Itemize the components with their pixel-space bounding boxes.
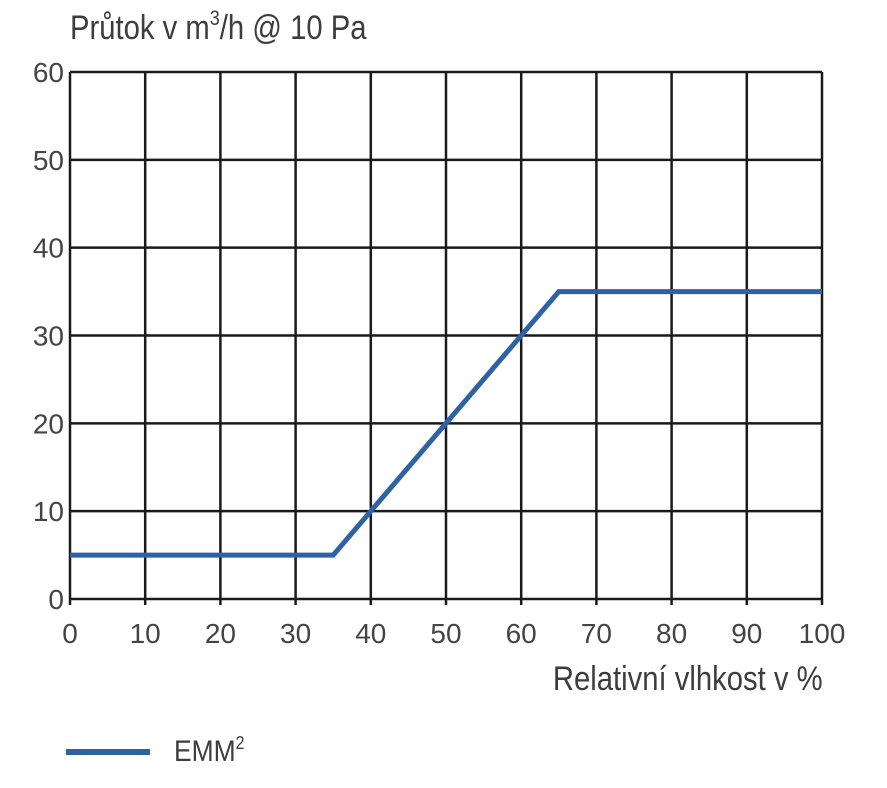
y-tick-label-50: 50 [33,145,64,176]
x-tick-label-60: 60 [506,618,537,649]
x-tick-label-40: 40 [355,618,386,649]
x-tick-label-30: 30 [280,618,311,649]
x-tick-label-10: 10 [130,618,161,649]
x-axis-label: Relativní vlhkost v % [553,660,823,698]
series-line-0 [70,289,822,558]
x-tick-label-50: 50 [430,618,461,649]
x-tick-label-0: 0 [62,618,78,649]
series-lines [70,289,822,558]
x-tick-label-100: 100 [799,618,846,649]
x-tick-label-80: 80 [656,618,687,649]
x-tick-label-70: 70 [581,618,612,649]
y-tick-label-20: 20 [33,408,64,439]
legend-label-emm2: EMM2 [174,733,245,768]
y-tick-label-0: 0 [48,584,64,615]
y-axis-label: Průtok v m3/h @ 10 Pa [70,7,367,47]
y-tick-label-60: 60 [33,57,64,88]
x-tick-label-90: 90 [731,618,762,649]
y-tick-label-30: 30 [33,321,64,352]
y-tick-label-10: 10 [33,496,64,527]
x-tick-label-20: 20 [205,618,236,649]
legend-swatch-emm2 [66,749,150,755]
line-chart: 0 10 20 30 40 50 60 0 10 20 30 40 50 60 70 80 90 100 [33,57,846,649]
y-tick-label-40: 40 [33,233,64,264]
y-tick-labels: 0 10 20 30 40 50 60 [33,57,64,615]
chart-grid [68,70,824,605]
legend: EMM2 [66,730,254,774]
x-tick-labels: 0 10 20 30 40 50 60 70 80 90 100 [62,618,845,649]
